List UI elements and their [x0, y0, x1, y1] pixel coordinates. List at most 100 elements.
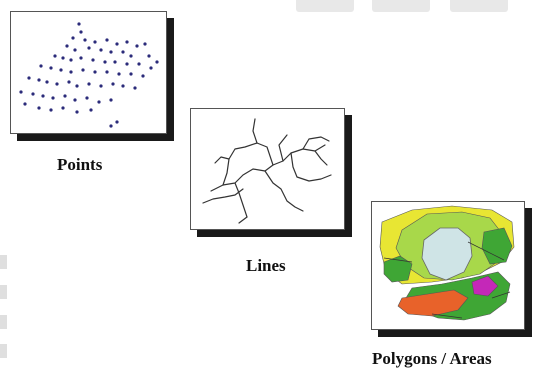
point-feature [51, 96, 55, 100]
polygons-map [379, 205, 515, 321]
edge-mark [0, 285, 7, 299]
line-feature [290, 152, 332, 182]
lines-map [202, 118, 332, 224]
point-feature [69, 70, 73, 74]
lines-panel [190, 108, 345, 230]
point-feature [27, 76, 31, 80]
line-feature [314, 150, 328, 166]
point-feature [99, 84, 103, 88]
polygon-area-orange [397, 289, 469, 317]
point-feature [105, 38, 109, 42]
point-feature [115, 42, 119, 46]
point-feature [31, 92, 35, 96]
point-feature [143, 42, 147, 46]
point-feature [117, 72, 121, 76]
line-feature [252, 118, 258, 144]
point-feature [67, 80, 71, 84]
point-feature [49, 108, 53, 112]
point-feature [99, 48, 103, 52]
point-feature [121, 50, 125, 54]
edge-mark [0, 315, 7, 329]
point-feature [89, 108, 93, 112]
point-feature [149, 66, 153, 70]
line-feature [222, 142, 274, 186]
point-feature [75, 110, 79, 114]
polygons-label: Polygons / Areas [372, 349, 492, 368]
edge-mark [0, 255, 7, 269]
line-feature [278, 134, 288, 162]
point-feature [109, 98, 113, 102]
point-feature [37, 78, 41, 82]
point-feature [45, 80, 49, 84]
polygon-area-magenta [471, 275, 499, 297]
point-feature [73, 98, 77, 102]
polygon-area-green-1 [383, 255, 413, 283]
point-feature [61, 56, 65, 60]
point-feature [75, 84, 79, 88]
point-feature [79, 30, 83, 34]
point-feature [59, 68, 63, 72]
polygon-boundary-line [383, 241, 511, 319]
point-feature [91, 58, 95, 62]
polygon-area-green-2 [481, 227, 513, 265]
line-feature [238, 216, 248, 224]
point-feature [125, 40, 129, 44]
points-map [19, 22, 159, 128]
point-feature [65, 44, 69, 48]
line-feature [214, 156, 230, 164]
point-feature [83, 38, 87, 42]
point-feature [69, 58, 73, 62]
point-feature [23, 102, 27, 106]
line-feature [302, 136, 330, 150]
point-feature [49, 66, 53, 70]
point-feature [129, 54, 133, 58]
point-feature [55, 82, 59, 86]
point-feature [85, 96, 89, 100]
point-feature [111, 82, 115, 86]
point-feature [77, 22, 81, 26]
point-feature [39, 64, 43, 68]
point-feature [105, 70, 109, 74]
point-feature [93, 70, 97, 74]
point-feature [41, 94, 45, 98]
point-feature [87, 82, 91, 86]
point-feature [79, 56, 83, 60]
edge-mark [0, 344, 7, 358]
point-feature [109, 50, 113, 54]
polygon-area-lake [421, 227, 473, 281]
point-feature [115, 120, 119, 124]
line-feature [234, 182, 248, 218]
point-feature [81, 68, 85, 72]
line-feature [202, 188, 244, 204]
point-feature [103, 60, 107, 64]
points-label: Points [57, 155, 103, 174]
point-feature [19, 90, 23, 94]
point-feature [37, 106, 41, 110]
point-feature [63, 94, 67, 98]
point-feature [87, 46, 91, 50]
point-feature [73, 48, 77, 52]
point-feature [135, 44, 139, 48]
point-feature [133, 86, 137, 90]
point-feature [71, 36, 75, 40]
point-feature [147, 54, 151, 58]
point-feature [141, 74, 145, 78]
point-feature [97, 100, 101, 104]
point-feature [61, 106, 65, 110]
watermark-fragment [296, 0, 354, 12]
point-feature [109, 124, 113, 128]
point-feature [121, 84, 125, 88]
lines-label: Lines [246, 256, 286, 275]
line-feature [264, 170, 304, 212]
point-feature [125, 62, 129, 66]
line-feature [210, 144, 326, 192]
point-feature [53, 54, 57, 58]
points-panel [10, 11, 167, 134]
point-feature [93, 40, 97, 44]
polygons-panel [371, 201, 525, 330]
point-feature [113, 60, 117, 64]
watermark-fragment [450, 0, 508, 12]
watermark-fragment [372, 0, 430, 12]
point-feature [129, 72, 133, 76]
point-feature [137, 62, 141, 66]
